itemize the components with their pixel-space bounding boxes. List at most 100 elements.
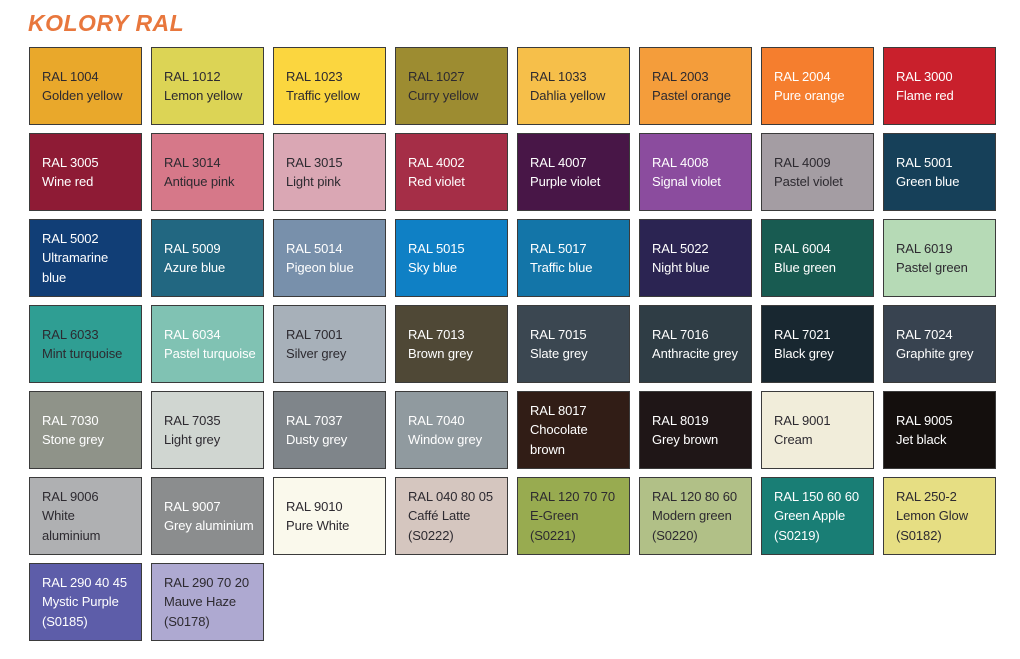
swatch-code: RAL 040 80 05	[408, 488, 493, 504]
swatch-label: RAL 7035 Light grey	[164, 411, 221, 450]
swatch-grid: RAL 1004 Golden yellow RAL 1012 Lemon ye…	[29, 47, 1020, 641]
color-swatch: RAL 2004 Pure orange	[761, 47, 874, 125]
swatch-code: RAL 1012	[164, 68, 221, 84]
color-swatch: RAL 7021 Black grey	[761, 305, 874, 383]
swatch-code: RAL 3000	[896, 68, 953, 84]
swatch-label: RAL 2004 Pure orange	[774, 67, 845, 106]
swatch-name: E-Green	[530, 508, 579, 524]
swatch-label: RAL 7021 Black grey	[774, 325, 834, 364]
swatch-label: RAL 9001 Cream	[774, 411, 831, 450]
swatch-name: Light pink	[286, 174, 341, 189]
swatch-name: Mauve Haze	[164, 594, 236, 610]
color-swatch: RAL 7037 Dusty grey	[273, 391, 386, 469]
swatch-code: RAL 7024	[896, 326, 953, 342]
swatch-name: Pastel green	[896, 260, 968, 275]
swatch-label: RAL 150 60 60 Green Apple (S0219)	[774, 487, 859, 546]
swatch-name: Dusty grey	[286, 432, 348, 447]
color-swatch: RAL 7013 Brown grey	[395, 305, 508, 383]
color-swatch: RAL 7001 Silver grey	[273, 305, 386, 383]
color-swatch: RAL 7015 Slate grey	[517, 305, 630, 383]
swatch-name: Chocolate brown	[530, 422, 588, 457]
swatch-suffix: (S0221)	[530, 527, 576, 543]
swatch-label: RAL 5009 Azure blue	[164, 239, 225, 278]
swatch-code: RAL 5015	[408, 240, 465, 256]
swatch-suffix: (S0185)	[42, 613, 88, 629]
color-swatch: RAL 5022 Night blue	[639, 219, 752, 297]
swatch-code: RAL 7015	[530, 326, 587, 342]
swatch-name: Brown grey	[408, 346, 473, 361]
swatch-suffix: (S0220)	[652, 527, 698, 543]
swatch-name: Window grey	[408, 432, 483, 447]
swatch-code: RAL 5017	[530, 240, 587, 256]
color-swatch: RAL 9006 White aluminium	[29, 477, 142, 555]
swatch-name: Azure blue	[164, 260, 226, 275]
swatch-name: Grey brown	[652, 432, 719, 447]
swatch-label: RAL 4009 Pastel violet	[774, 153, 843, 192]
color-swatch: RAL 290 40 45 Mystic Purple (S0185)	[29, 563, 142, 641]
swatch-label: RAL 4007 Purple violet	[530, 153, 600, 192]
swatch-code: RAL 9005	[896, 412, 953, 428]
swatch-suffix: (S0178)	[164, 613, 210, 629]
swatch-label: RAL 5017 Traffic blue	[530, 239, 592, 278]
swatch-code: RAL 1033	[530, 68, 587, 84]
swatch-label: RAL 3015 Light pink	[286, 153, 343, 192]
color-swatch: RAL 7035 Light grey	[151, 391, 264, 469]
swatch-name: Pure White	[286, 518, 350, 533]
swatch-label: RAL 9005 Jet black	[896, 411, 953, 450]
swatch-code: RAL 1027	[408, 68, 465, 84]
swatch-label: RAL 7040 Window grey	[408, 411, 482, 450]
swatch-name: Green blue	[896, 174, 960, 189]
swatch-code: RAL 5002	[42, 230, 99, 246]
color-swatch: RAL 4009 Pastel violet	[761, 133, 874, 211]
color-swatch: RAL 9010 Pure White	[273, 477, 386, 555]
swatch-label: RAL 6033 Mint turquoise	[42, 325, 122, 364]
color-swatch: RAL 9007 Grey aluminium	[151, 477, 264, 555]
swatch-code: RAL 5022	[652, 240, 709, 256]
swatch-name: Flame red	[896, 88, 954, 103]
color-swatch: RAL 5009 Azure blue	[151, 219, 264, 297]
color-swatch: RAL 8017 Chocolate brown	[517, 391, 630, 469]
swatch-code: RAL 7016	[652, 326, 709, 342]
color-swatch: RAL 6034 Pastel turquoise	[151, 305, 264, 383]
swatch-name: Pigeon blue	[286, 260, 354, 275]
swatch-label: RAL 5001 Green blue	[896, 153, 959, 192]
swatch-code: RAL 9001	[774, 412, 831, 428]
swatch-name: Pastel orange	[652, 88, 731, 103]
color-swatch: RAL 1027 Curry yellow	[395, 47, 508, 125]
swatch-label: RAL 1004 Golden yellow	[42, 67, 122, 106]
color-swatch: RAL 5015 Sky blue	[395, 219, 508, 297]
swatch-label: RAL 3014 Antique pink	[164, 153, 234, 192]
color-swatch: RAL 1004 Golden yellow	[29, 47, 142, 125]
swatch-code: RAL 1004	[42, 68, 99, 84]
swatch-label: RAL 8017 Chocolate brown	[530, 401, 588, 460]
swatch-code: RAL 8019	[652, 412, 709, 428]
swatch-label: RAL 1023 Traffic yellow	[286, 67, 360, 106]
swatch-code: RAL 2003	[652, 68, 709, 84]
color-swatch: RAL 290 70 20 Mauve Haze (S0178)	[151, 563, 264, 641]
color-swatch: RAL 250-2 Lemon Glow (S0182)	[883, 477, 996, 555]
swatch-name: Pastel violet	[774, 174, 843, 189]
color-swatch: RAL 6019 Pastel green	[883, 219, 996, 297]
color-swatch: RAL 120 80 60 Modern green (S0220)	[639, 477, 752, 555]
swatch-label: RAL 5022 Night blue	[652, 239, 710, 278]
swatch-code: RAL 5009	[164, 240, 221, 256]
swatch-code: RAL 150 60 60	[774, 488, 859, 504]
swatch-label: RAL 1033 Dahlia yellow	[530, 67, 605, 106]
page-title: KOLORY RAL	[28, 10, 185, 36]
color-swatch: RAL 8019 Grey brown	[639, 391, 752, 469]
swatch-name: White aluminium	[42, 508, 101, 543]
swatch-label: RAL 6019 Pastel green	[896, 239, 968, 278]
swatch-code: RAL 4008	[652, 154, 709, 170]
swatch-label: RAL 290 40 45 Mystic Purple (S0185)	[42, 573, 127, 632]
swatch-name: Dahlia yellow	[530, 88, 606, 103]
swatch-code: RAL 9007	[164, 498, 221, 514]
color-swatch: RAL 040 80 05 Caffé Latte (S0222)	[395, 477, 508, 555]
swatch-label: RAL 9006 White aluminium	[42, 487, 100, 546]
swatch-code: RAL 7013	[408, 326, 465, 342]
swatch-label: RAL 3005 Wine red	[42, 153, 99, 192]
swatch-label: RAL 7024 Graphite grey	[896, 325, 974, 364]
color-swatch: RAL 4002 Red violet	[395, 133, 508, 211]
swatch-label: RAL 7016 Anthracite grey	[652, 325, 738, 364]
swatch-name: Wine red	[42, 174, 94, 189]
swatch-name: Signal violet	[652, 174, 721, 189]
